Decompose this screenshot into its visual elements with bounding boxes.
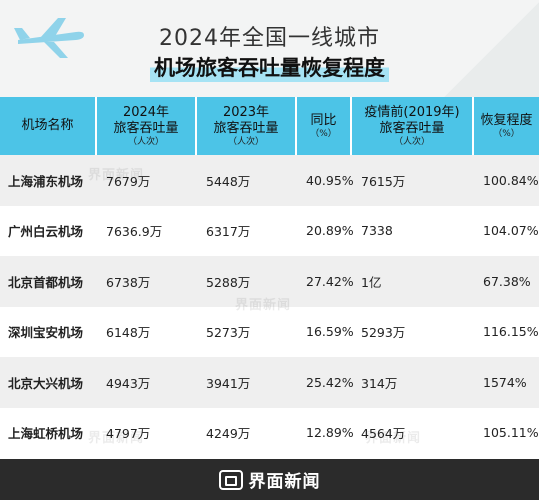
passengers-2023: 5273万 bbox=[196, 306, 296, 357]
passengers-2019: 7338 bbox=[351, 205, 473, 256]
airport-name: 广州白云机场 bbox=[0, 205, 96, 256]
col-header-recovery: 恢复程度 （%） bbox=[473, 97, 539, 155]
passengers-2024: 7636.9万 bbox=[96, 205, 196, 256]
page-header: 2024年全国一线城市 机场旅客吞吐量恢复程度 bbox=[0, 0, 539, 97]
col-header-2023-line1: 2023年 bbox=[222, 104, 270, 120]
footer-bar: 界面新闻 bbox=[0, 459, 539, 500]
yoy-change: 20.89% bbox=[296, 205, 354, 256]
col-header-2024-line1: 2024年 bbox=[122, 104, 170, 120]
table-row: 北京大兴机场 4943万 3941万 25.42% 314万 1574% bbox=[0, 357, 539, 408]
table-row: 北京首都机场 6738万 5288万 27.42% 1亿 67.38% bbox=[0, 256, 539, 307]
passengers-2023: 6317万 bbox=[196, 205, 296, 256]
col-header-2019-line2: 旅客吞吐量 bbox=[379, 120, 445, 136]
col-header-unit: （%） bbox=[310, 128, 337, 139]
header-decoration bbox=[399, 0, 539, 97]
passengers-2024: 4943万 bbox=[96, 357, 196, 408]
recovery-rate: 67.38% bbox=[473, 256, 539, 307]
col-header-2019: 疫情前(2019年) 旅客吞吐量 （人次） bbox=[351, 97, 474, 155]
passengers-2019: 314万 bbox=[351, 357, 473, 408]
passengers-2023: 5288万 bbox=[196, 256, 296, 307]
passengers-2023: 4249万 bbox=[196, 407, 296, 458]
passengers-2024: 6738万 bbox=[96, 256, 196, 307]
passengers-2023: 5448万 bbox=[196, 155, 296, 206]
table-row: 上海虹桥机场 4797万 4249万 12.89% 4564万 105.11% bbox=[0, 407, 539, 458]
yoy-change: 27.42% bbox=[296, 256, 354, 307]
col-header-2023: 2023年 旅客吞吐量 （人次） bbox=[196, 97, 297, 155]
table-row: 上海浦东机场 7679万 5448万 40.95% 7615万 100.84% bbox=[0, 155, 539, 206]
yoy-change: 25.42% bbox=[296, 357, 354, 408]
airport-table: 机场名称 2024年 旅客吞吐量 （人次） 2023年 旅客吞吐量 （人次） 同… bbox=[0, 97, 539, 458]
airport-name: 上海浦东机场 bbox=[0, 155, 96, 206]
col-header-unit: （人次） bbox=[227, 136, 264, 147]
passengers-2019: 1亿 bbox=[351, 256, 473, 307]
airport-name: 深圳宝安机场 bbox=[0, 306, 96, 357]
col-header-yoy: 同比 （%） bbox=[296, 97, 352, 155]
brand-logo-icon bbox=[218, 469, 243, 490]
airport-name: 上海虹桥机场 bbox=[0, 407, 96, 458]
recovery-rate: 1574% bbox=[473, 357, 539, 408]
col-header-2019-line1: 疫情前(2019年) bbox=[364, 104, 460, 120]
passengers-2019: 5293万 bbox=[351, 306, 473, 357]
recovery-rate: 104.07% bbox=[473, 205, 539, 256]
col-header-unit: （人次） bbox=[127, 136, 164, 147]
yoy-change: 40.95% bbox=[296, 155, 354, 206]
passengers-2024: 7679万 bbox=[96, 155, 196, 206]
col-header-unit: （%） bbox=[493, 128, 520, 139]
col-header-airport: 机场名称 bbox=[0, 97, 97, 155]
page-title: 2024年全国一线城市 bbox=[159, 26, 380, 51]
airport-name: 北京首都机场 bbox=[0, 256, 96, 307]
recovery-rate: 100.84% bbox=[473, 155, 539, 206]
page-subtitle: 机场旅客吞吐量恢复程度 bbox=[0, 52, 539, 82]
passengers-2019: 4564万 bbox=[351, 407, 473, 458]
footer-brand: 界面新闻 bbox=[248, 472, 321, 492]
col-header-2024-line2: 旅客吞吐量 bbox=[113, 120, 179, 136]
airplane-icon bbox=[14, 18, 84, 58]
recovery-rate: 105.11% bbox=[473, 407, 539, 458]
table-header-row: 机场名称 2024年 旅客吞吐量 （人次） 2023年 旅客吞吐量 （人次） 同… bbox=[0, 97, 539, 155]
passengers-2024: 4797万 bbox=[96, 407, 196, 458]
col-header-2023-line2: 旅客吞吐量 bbox=[213, 120, 279, 136]
page-subtitle-text: 机场旅客吞吐量恢复程度 bbox=[150, 52, 389, 82]
yoy-change: 12.89% bbox=[296, 407, 354, 458]
col-header-2024: 2024年 旅客吞吐量 （人次） bbox=[96, 97, 197, 155]
passengers-2019: 7615万 bbox=[351, 155, 473, 206]
col-header-unit: （人次） bbox=[393, 136, 430, 147]
passengers-2024: 6148万 bbox=[96, 306, 196, 357]
yoy-change: 16.59% bbox=[296, 306, 354, 357]
airport-name: 北京大兴机场 bbox=[0, 357, 96, 408]
table-row: 深圳宝安机场 6148万 5273万 16.59% 5293万 116.15% bbox=[0, 306, 539, 357]
recovery-rate: 116.15% bbox=[473, 306, 539, 357]
passengers-2023: 3941万 bbox=[196, 357, 296, 408]
table-row: 广州白云机场 7636.9万 6317万 20.89% 7338 104.07% bbox=[0, 205, 539, 256]
